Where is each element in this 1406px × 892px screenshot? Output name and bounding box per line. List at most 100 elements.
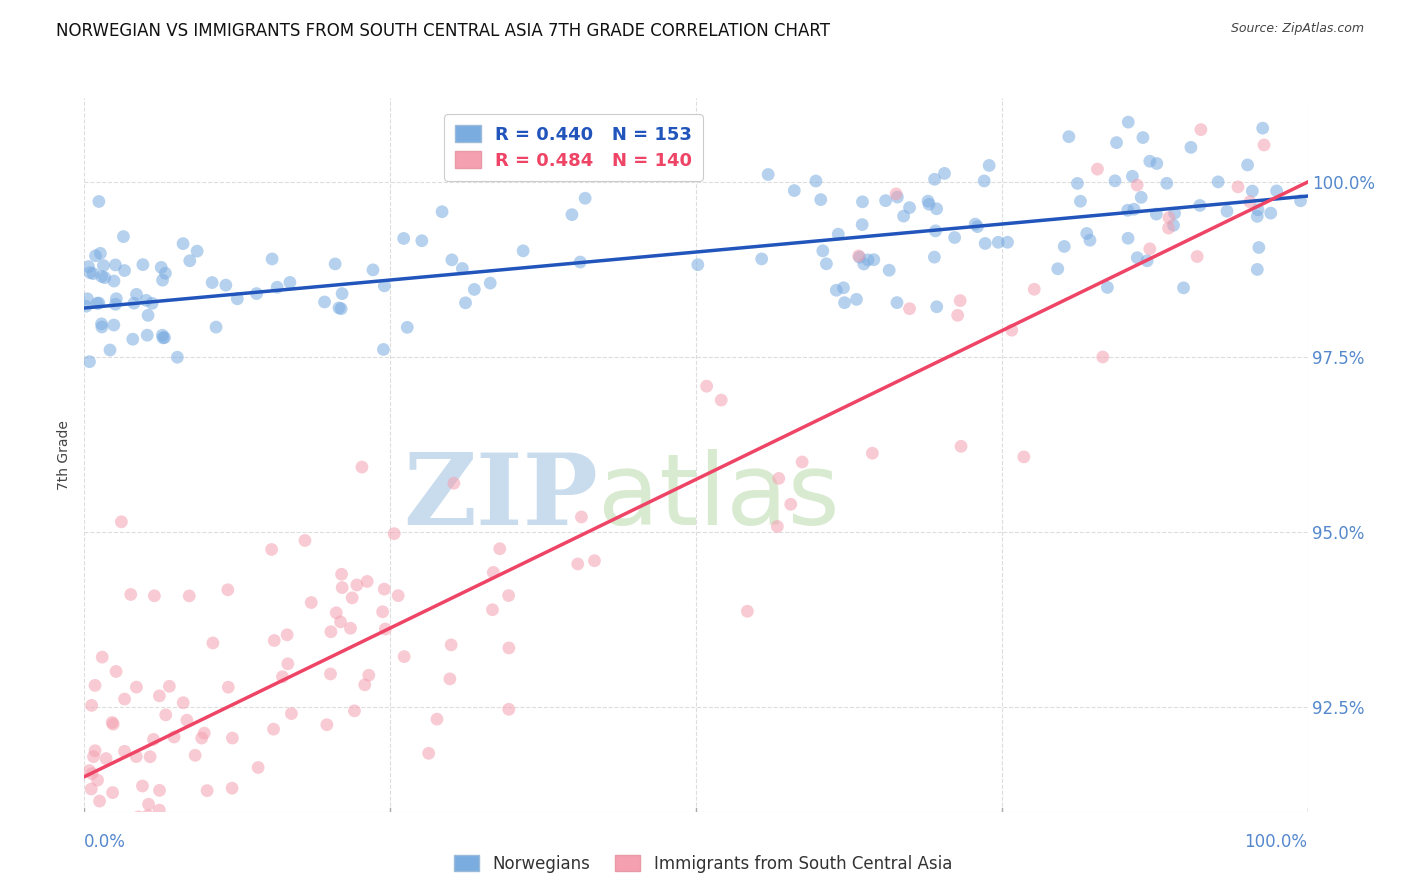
Point <box>163 730 186 744</box>
Y-axis label: 7th Grade: 7th Grade <box>58 420 72 490</box>
Point <box>898 301 921 316</box>
Point <box>925 202 948 216</box>
Text: 100.0%: 100.0% <box>1244 833 1308 851</box>
Point <box>387 589 409 603</box>
Point <box>426 712 449 726</box>
Point <box>155 266 177 280</box>
Point <box>934 166 956 180</box>
Point <box>120 587 142 601</box>
Point <box>498 589 520 603</box>
Point <box>330 286 353 301</box>
Point <box>1188 198 1211 212</box>
Point <box>783 184 806 198</box>
Point <box>139 749 162 764</box>
Point <box>1289 194 1312 208</box>
Point <box>101 715 124 730</box>
Point <box>103 274 125 288</box>
Point <box>319 624 342 639</box>
Point <box>1012 450 1035 464</box>
Point <box>443 476 465 491</box>
Point <box>392 649 415 664</box>
Point <box>1139 242 1161 256</box>
Point <box>114 263 136 277</box>
Point <box>86 773 108 788</box>
Legend: Norwegians, Immigrants from South Central Asia: Norwegians, Immigrants from South Centra… <box>447 848 959 880</box>
Point <box>105 292 128 306</box>
Point <box>1260 206 1282 220</box>
Point <box>217 582 239 597</box>
Point <box>114 692 136 706</box>
Point <box>76 292 98 306</box>
Point <box>481 603 503 617</box>
Point <box>1130 190 1153 204</box>
Text: ZIP: ZIP <box>404 450 598 546</box>
Point <box>373 278 395 293</box>
Point <box>174 848 197 863</box>
Point <box>114 817 136 831</box>
Point <box>918 197 941 211</box>
Point <box>1139 154 1161 169</box>
Point <box>215 278 238 293</box>
Point <box>148 803 170 817</box>
Point <box>482 566 505 580</box>
Point <box>150 260 173 275</box>
Point <box>157 822 180 836</box>
Point <box>479 276 502 290</box>
Point <box>247 760 270 774</box>
Point <box>83 814 105 829</box>
Point <box>440 638 463 652</box>
Point <box>101 786 124 800</box>
Point <box>276 628 298 642</box>
Point <box>768 471 790 485</box>
Point <box>884 186 907 201</box>
Point <box>815 257 838 271</box>
Point <box>157 679 180 693</box>
Point <box>686 258 709 272</box>
Point <box>454 295 477 310</box>
Point <box>94 270 117 285</box>
Point <box>90 269 112 284</box>
Point <box>131 779 153 793</box>
Point <box>877 263 900 277</box>
Point <box>1236 158 1258 172</box>
Point <box>440 252 463 267</box>
Point <box>221 731 243 745</box>
Point <box>260 542 283 557</box>
Point <box>804 174 827 188</box>
Point <box>84 744 107 758</box>
Point <box>153 330 176 344</box>
Point <box>315 717 337 731</box>
Point <box>1253 138 1275 153</box>
Text: NORWEGIAN VS IMMIGRANTS FROM SOUTH CENTRAL ASIA 7TH GRADE CORRELATION CHART: NORWEGIAN VS IMMIGRANTS FROM SOUTH CENTR… <box>56 22 830 40</box>
Point <box>172 696 194 710</box>
Point <box>77 834 100 848</box>
Point <box>1123 202 1146 217</box>
Point <box>1024 282 1046 296</box>
Point <box>98 343 121 357</box>
Point <box>965 217 987 231</box>
Point <box>343 704 366 718</box>
Point <box>924 224 946 238</box>
Point <box>330 567 353 582</box>
Point <box>339 621 361 635</box>
Point <box>152 331 174 345</box>
Point <box>79 266 101 280</box>
Point <box>79 764 101 778</box>
Point <box>1087 162 1109 177</box>
Point <box>75 874 97 888</box>
Point <box>374 622 396 636</box>
Point <box>1246 262 1268 277</box>
Point <box>583 554 606 568</box>
Point <box>179 589 201 603</box>
Point <box>101 717 124 731</box>
Point <box>125 287 148 301</box>
Point <box>111 813 134 827</box>
Point <box>330 301 353 316</box>
Point <box>1173 281 1195 295</box>
Point <box>1126 251 1149 265</box>
Point <box>852 257 875 271</box>
Point <box>350 460 373 475</box>
Point <box>90 317 112 331</box>
Point <box>89 794 111 808</box>
Point <box>924 172 946 186</box>
